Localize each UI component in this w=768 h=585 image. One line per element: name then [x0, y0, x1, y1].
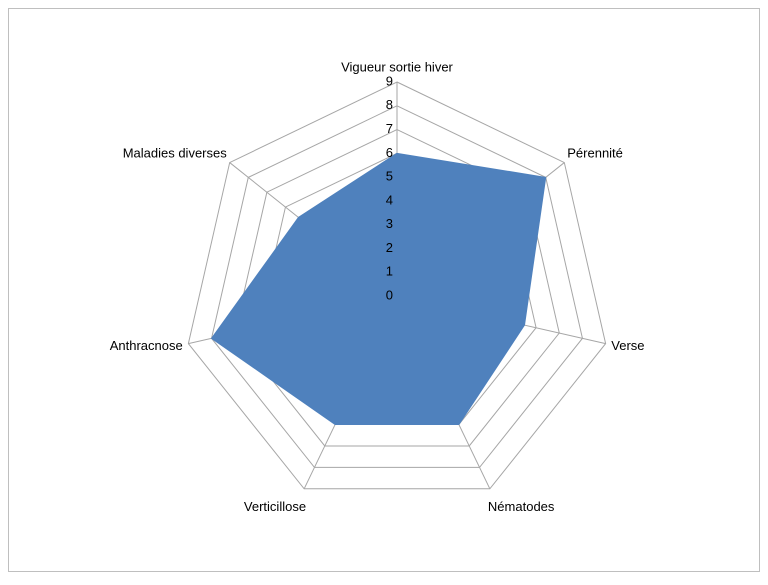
- y-tick-label: 1: [386, 264, 393, 279]
- y-tick-label: 8: [386, 97, 393, 112]
- category-label: Pérennité: [567, 145, 623, 160]
- y-tick-label: 5: [386, 169, 393, 184]
- y-tick-label: 4: [386, 192, 393, 207]
- category-label: Maladies diverses: [123, 145, 228, 160]
- y-tick-label: 7: [386, 121, 393, 136]
- category-label: Anthracnose: [110, 338, 183, 353]
- y-tick-label: 0: [386, 287, 393, 302]
- y-tick-label: 3: [386, 216, 393, 231]
- category-label: Verticillose: [244, 499, 306, 514]
- grid-ring: [211, 105, 583, 468]
- category-label: Nématodes: [488, 499, 555, 514]
- category-label: Verse: [611, 338, 644, 353]
- category-label: Vigueur sortie hiver: [341, 59, 453, 74]
- y-tick-label: 2: [386, 240, 393, 255]
- radar-area: [210, 152, 547, 426]
- y-tick-label: 9: [386, 73, 393, 88]
- grid-ring: [187, 81, 607, 490]
- y-tick-label: 6: [386, 145, 393, 160]
